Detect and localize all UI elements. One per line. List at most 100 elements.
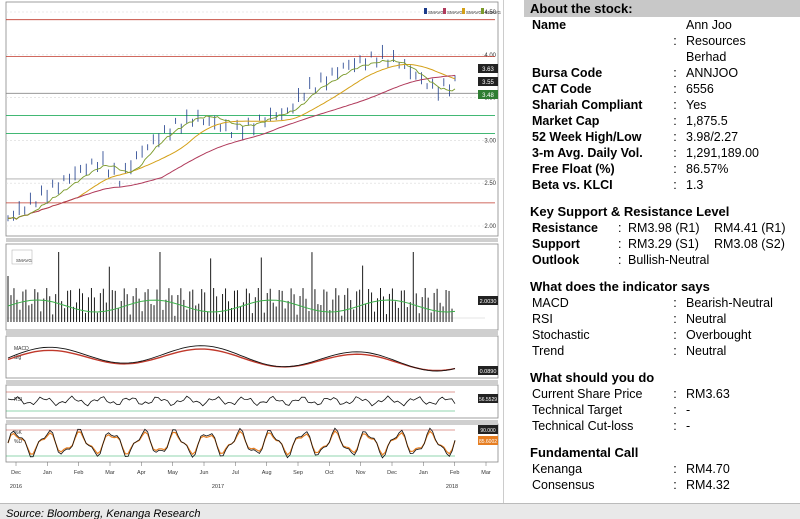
colon: : — [618, 237, 622, 251]
panel-separator — [6, 380, 498, 384]
x-month-label: Aug — [262, 470, 272, 476]
x-month-label: Oct — [325, 470, 334, 476]
stoch-k-line — [7, 427, 456, 459]
stoch-tag-label: 90.000 — [480, 428, 496, 434]
x-month-label: May — [167, 470, 178, 476]
kv-label: Current Share Price — [532, 387, 643, 401]
macd-signal-line — [7, 348, 456, 372]
ma-line-short — [7, 59, 456, 220]
stock-chart-panel: 4.504.003.503.002.502.00SMAVGSMAVGSMAVGS… — [5, 0, 504, 503]
colon: : — [673, 462, 677, 476]
colon: : — [673, 114, 677, 128]
panel-separator — [6, 238, 498, 242]
kv-value: - — [686, 419, 691, 433]
kv-value: RM3.63 — [686, 387, 730, 401]
colon: : — [673, 98, 677, 112]
kv-value: Yes — [686, 98, 707, 112]
macd-legend-label: Sig — [14, 355, 21, 361]
colon: : — [673, 296, 677, 310]
ma-line-medium — [7, 63, 456, 220]
legend-label: SMAVG — [485, 10, 501, 15]
resistance-row: Resistance : RM3.98 (R1) RM4.41 (R1) — [524, 220, 800, 236]
kv-label: Technical Cut-loss — [532, 419, 634, 433]
kv-row: RSI: Neutral — [524, 311, 800, 327]
sr-heading: Key Support & Resistance Level — [530, 204, 730, 219]
kv-row: Shariah Compliant: Yes — [524, 97, 800, 113]
name-row: Name : Ann Joo Resources Berhad — [524, 17, 800, 65]
colon: : — [673, 82, 677, 96]
colon: : — [673, 478, 677, 492]
kv-row: Current Share Price: RM3.63 — [524, 386, 800, 402]
colon: : — [673, 178, 677, 192]
volume-tag-label: 2.0030 — [480, 299, 497, 305]
kv-label: Shariah Compliant — [532, 98, 643, 112]
kv-row: Stochastic: Overbought — [524, 327, 800, 343]
x-month-label: Dec — [387, 470, 397, 476]
colon: : — [673, 403, 677, 417]
kv-row: CAT Code:6556 — [524, 81, 800, 97]
kv-row: MACD: Bearish-Neutral — [524, 295, 800, 311]
legend-label: SMAVG — [447, 10, 463, 15]
x-month-label: Jan — [419, 470, 428, 476]
colon: : — [618, 221, 622, 235]
macd-panel — [5, 335, 499, 379]
x-month-label: Jun — [200, 470, 209, 476]
fundamental-rows: Kenanga: RM4.70 Consensus: RM4.32 — [524, 461, 800, 493]
x-year-label: 2018 — [446, 484, 458, 490]
macd-tag-label: 0.0890 — [480, 369, 497, 375]
volume-ma-line — [7, 299, 456, 313]
price-tag — [478, 64, 498, 73]
x-month-label: Apr — [137, 470, 146, 476]
fundamental-heading: Fundamental Call — [530, 445, 639, 460]
ma-line-long — [7, 74, 456, 220]
kv-row: Kenanga: RM4.70 — [524, 461, 800, 477]
x-month-label: Sep — [293, 470, 303, 476]
support-row: Support : RM3.29 (S1) RM3.08 (S2) — [524, 236, 800, 252]
stoch-tag-d — [478, 436, 498, 445]
indicator-heading: What does the indicator says — [530, 279, 710, 294]
x-month-label: Feb — [450, 470, 459, 476]
colon: : — [673, 387, 677, 401]
colon: : — [673, 328, 677, 342]
legend-label: SMAVG — [428, 10, 444, 15]
price-panel — [5, 1, 499, 237]
stoch-panel — [5, 423, 499, 463]
colon: : — [673, 162, 677, 176]
colon: : — [673, 344, 677, 358]
volume-tag — [478, 296, 498, 305]
rsi-tag — [478, 394, 498, 403]
legend-swatch — [443, 8, 446, 14]
kv-row: Consensus: RM4.32 — [524, 477, 800, 493]
x-month-label: Jan — [43, 470, 52, 476]
rsi-panel — [5, 384, 499, 419]
kv-value: Overbought — [686, 328, 752, 342]
colon: : — [673, 419, 677, 433]
volume-legend-label: SMAVG — [16, 258, 32, 263]
price-axis-label: 2.50 — [484, 181, 496, 187]
stoch-tag-label: 85.6002 — [479, 439, 497, 445]
panel-separator — [6, 420, 498, 424]
price-tag-label: 3.55 — [482, 80, 494, 86]
colon: : — [673, 312, 677, 326]
kv-row: Technical Target: - — [524, 402, 800, 418]
kv-label: Market Cap — [532, 114, 600, 128]
kv-label: 3-m Avg. Daily Vol. — [532, 146, 643, 160]
resistance-label: Resistance — [532, 221, 599, 235]
x-year-label: 2017 — [212, 484, 224, 490]
kv-label: Kenanga — [532, 462, 583, 476]
x-month-label: Jul — [232, 470, 239, 476]
kv-row: 3-m Avg. Daily Vol.:1,291,189.00 — [524, 145, 800, 161]
kv-row: Market Cap:1,875.5 — [524, 113, 800, 129]
outlook-row: Outlook : Bullish-Neutral — [524, 252, 800, 268]
outlook-label: Outlook — [532, 253, 580, 267]
resistance-1: RM3.98 (R1) — [628, 221, 700, 235]
stock-chart: 4.504.003.503.002.502.00SMAVGSMAVGSMAVGS… — [5, 1, 501, 490]
price-tag — [478, 90, 498, 99]
about-rows: Bursa Code: ANNJOO CAT Code:6556 Shariah Co… — [524, 65, 800, 193]
kv-value: Neutral — [686, 312, 727, 326]
kv-row: 52 Week High/Low:3.98/2.27 — [524, 129, 800, 145]
resistance-2: RM4.41 (R1) — [714, 221, 786, 235]
support-label: Support — [532, 237, 580, 251]
kv-value: 1,875.5 — [686, 114, 728, 128]
name-value: Ann Joo Resources Berhad — [686, 17, 800, 65]
